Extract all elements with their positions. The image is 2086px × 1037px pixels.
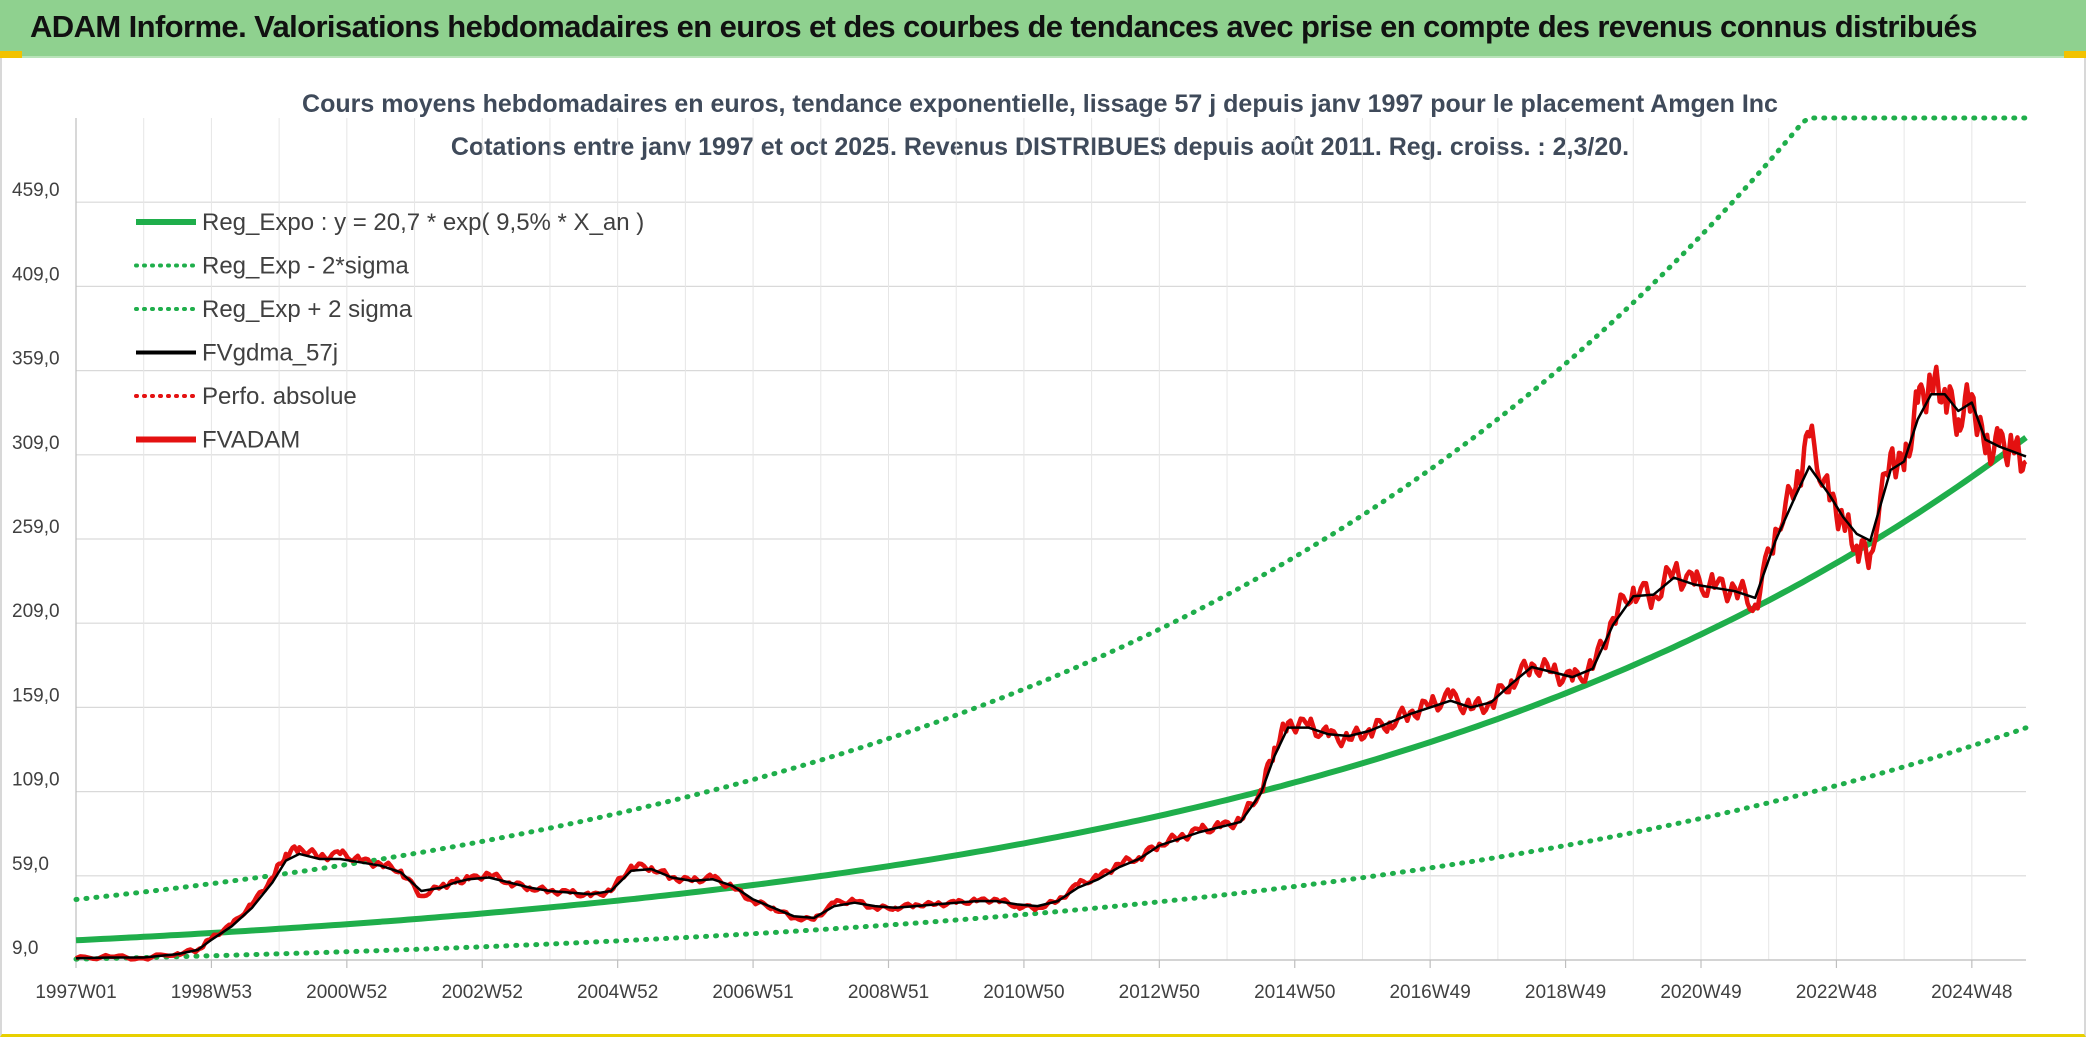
y-tick-label: 109,0 — [12, 770, 60, 791]
x-tick-label: 2002W52 — [442, 982, 523, 1003]
series-fvgdma-57j — [75, 392, 2027, 960]
x-tick-label: 2022W48 — [1796, 982, 1877, 1003]
x-tick-label: 2018W49 — [1525, 982, 1606, 1003]
grid — [75, 118, 2026, 961]
legend-label: FVgdma_57j — [202, 340, 338, 367]
chart-title: Cours moyens hebdomadaires en euros, ten… — [302, 90, 1778, 118]
y-tick-label: 209,0 — [12, 601, 60, 622]
y-tick-label: 359,0 — [12, 349, 60, 370]
x-tick-label: 2010W50 — [983, 982, 1064, 1003]
x-tick-label: 2024W48 — [1931, 982, 2012, 1003]
y-tick-label: 259,0 — [12, 517, 60, 538]
y-tick-label: 9,0 — [12, 938, 38, 959]
y-tick-label: 59,0 — [12, 854, 49, 875]
x-tick-label: 2016W49 — [1389, 982, 1470, 1003]
series-reg-expo — [75, 435, 2028, 944]
y-tick-label: 159,0 — [12, 685, 60, 706]
x-tick-label: 2006W51 — [712, 982, 793, 1003]
x-tick-label: 1997W01 — [35, 982, 116, 1003]
y-tick-label: 309,0 — [12, 433, 60, 454]
y-tick-label: 459,0 — [12, 180, 60, 201]
x-tick-label: 2004W52 — [577, 982, 658, 1003]
x-tick-label: 2012W50 — [1119, 982, 1200, 1003]
y-tick-label: 409,0 — [12, 264, 60, 285]
legend-label: Perfo. absolue — [202, 383, 357, 410]
legend-label: Reg_Exp - 2*sigma — [202, 253, 409, 280]
legend-label: Reg_Expo : y = 20,7 * exp( 9,5% * X_an ) — [202, 209, 644, 236]
header-banner: ADAM Informe. Valorisations hebdomadaire… — [0, 0, 2086, 58]
series-fvadam — [75, 364, 2028, 962]
chart-frame — [0, 58, 2086, 1037]
x-tick-label: 2014W50 — [1254, 982, 1335, 1003]
x-tick-label: 2020W49 — [1660, 982, 1741, 1003]
series-reg-exp-plus-2sigma — [73, 115, 2029, 902]
legend: Reg_Expo : y = 20,7 * exp( 9,5% * X_an )… — [134, 209, 644, 454]
x-tick-label: 1998W53 — [171, 982, 252, 1003]
legend-label: FVADAM — [202, 427, 300, 454]
series — [73, 115, 2029, 962]
axes: 9,0 59,0 109,0 159,0 209,0 259,0 309,0 359,0 409… — [12, 118, 2026, 1003]
x-tick-label: 2008W51 — [848, 982, 929, 1003]
chart-subtitle: Cotations entre janv 1997 et oct 2025. R… — [451, 133, 1629, 161]
corner-mark-left — [0, 51, 22, 58]
x-tick-label: 2000W52 — [306, 982, 387, 1003]
corner-mark-right — [2064, 51, 2086, 58]
legend-label: Reg_Exp + 2 sigma — [202, 296, 413, 323]
page-title: ADAM Informe. Valorisations hebdomadaire… — [30, 9, 1977, 44]
